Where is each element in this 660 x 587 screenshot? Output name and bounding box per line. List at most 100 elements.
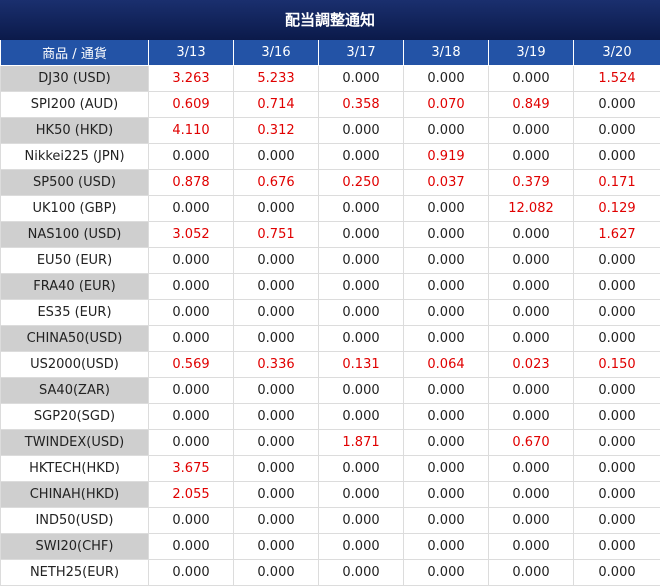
dividend-value: 0.000	[403, 195, 489, 222]
dividend-value: 0.131	[318, 351, 404, 378]
dividend-value: 0.000	[403, 403, 489, 430]
dividend-value: 0.000	[488, 221, 574, 248]
dividend-value: 0.000	[318, 273, 404, 300]
dividend-value: 0.000	[573, 91, 660, 118]
dividend-value: 0.000	[318, 455, 404, 482]
dividend-value: 0.000	[318, 377, 404, 404]
dividend-value: 0.023	[488, 351, 574, 378]
dividend-value: 0.064	[403, 351, 489, 378]
dividend-value: 0.171	[573, 169, 660, 196]
dividend-value: 0.000	[488, 559, 574, 586]
title-bar: 配当調整通知	[0, 0, 660, 40]
dividend-value: 0.336	[233, 351, 319, 378]
dividend-value: 0.000	[573, 533, 660, 560]
dividend-value: 0.000	[233, 143, 319, 170]
dividend-value: 0.000	[573, 455, 660, 482]
dividend-value: 0.000	[318, 221, 404, 248]
dividend-value: 0.000	[488, 533, 574, 560]
instrument-name: SGP20(SGD)	[0, 403, 149, 430]
dividend-value: 0.250	[318, 169, 404, 196]
instrument-name: NETH25(EUR)	[0, 559, 149, 586]
dividend-table: 商品 / 通貨 3/13 3/16 3/17 3/18 3/19 3/20 DJ30 (US…	[0, 40, 660, 586]
dividend-value: 0.000	[148, 559, 234, 586]
dividend-value: 0.000	[318, 325, 404, 352]
dividend-value: 0.000	[403, 117, 489, 144]
dividend-value: 0.000	[488, 325, 574, 352]
dividend-value: 0.000	[233, 247, 319, 274]
instrument-name: HKTECH(HKD)	[0, 455, 149, 482]
dividend-value: 0.000	[148, 195, 234, 222]
dividend-value: 0.070	[403, 91, 489, 118]
dividend-value: 0.000	[148, 325, 234, 352]
dividend-value: 0.000	[318, 481, 404, 508]
dividend-value: 0.000	[233, 273, 319, 300]
dividend-value: 0.000	[403, 299, 489, 326]
instrument-name: TWINDEX(USD)	[0, 429, 149, 456]
dividend-value: 4.110	[148, 117, 234, 144]
dividend-value: 0.000	[148, 507, 234, 534]
dividend-value: 3.052	[148, 221, 234, 248]
dividend-value: 0.751	[233, 221, 319, 248]
dividend-value: 0.000	[403, 559, 489, 586]
table-row: FRA40 (EUR) 0.000 0.000 0.000 0.000 0.000 0.00…	[0, 273, 660, 300]
dividend-value: 0.000	[318, 403, 404, 430]
dividend-value: 0.379	[488, 169, 574, 196]
instrument-name: CHINA50(USD)	[0, 325, 149, 352]
dividend-value: 3.675	[148, 455, 234, 482]
dividend-value: 0.000	[403, 221, 489, 248]
dividend-value: 0.000	[573, 325, 660, 352]
dividend-value: 0.000	[148, 299, 234, 326]
dividend-value: 0.000	[403, 65, 489, 92]
table-row: CHINA50(USD) 0.000 0.000 0.000 0.000 0.000 0.0…	[0, 325, 660, 352]
dividend-value: 0.000	[233, 325, 319, 352]
instrument-name: SWI20(CHF)	[0, 533, 149, 560]
table-row: ES35 (EUR) 0.000 0.000 0.000 0.000 0.000 0.000	[0, 299, 660, 326]
table-row: HK50 (HKD) 4.110 0.312 0.000 0.000 0.000 0.000	[0, 117, 660, 144]
dividend-value: 0.000	[318, 247, 404, 274]
dividend-value: 0.000	[488, 299, 574, 326]
dividend-value: 3.263	[148, 65, 234, 92]
table-row: IND50(USD) 0.000 0.000 0.000 0.000 0.000 0.000	[0, 507, 660, 534]
dividend-value: 0.000	[573, 481, 660, 508]
table-row: SP500 (USD) 0.878 0.676 0.250 0.037 0.379 0.17…	[0, 169, 660, 196]
dividend-value: 0.000	[233, 195, 319, 222]
header-cell: 商品 / 通貨	[0, 40, 149, 66]
dividend-value: 0.000	[233, 299, 319, 326]
dividend-value: 0.000	[488, 481, 574, 508]
dividend-value: 0.000	[573, 273, 660, 300]
dividend-value: 0.000	[488, 507, 574, 534]
header-cell: 3/20	[573, 40, 660, 66]
dividend-value: 0.000	[573, 559, 660, 586]
table-row: SGP20(SGD) 0.000 0.000 0.000 0.000 0.000 0.000	[0, 403, 660, 430]
instrument-name: Nikkei225 (JPN)	[0, 143, 149, 170]
dividend-value: 1.627	[573, 221, 660, 248]
dividend-value: 0.000	[233, 507, 319, 534]
header-cell: 3/13	[148, 40, 234, 66]
dividend-value: 0.312	[233, 117, 319, 144]
dividend-value: 0.000	[403, 273, 489, 300]
table-row: DJ30 (USD) 3.263 5.233 0.000 0.000 0.000 1.524	[0, 65, 660, 92]
header-cell: 3/16	[233, 40, 319, 66]
dividend-value: 0.676	[233, 169, 319, 196]
instrument-name: FRA40 (EUR)	[0, 273, 149, 300]
dividend-value: 0.000	[148, 143, 234, 170]
instrument-name: EU50 (EUR)	[0, 247, 149, 274]
dividend-value: 0.000	[573, 429, 660, 456]
table-row: EU50 (EUR) 0.000 0.000 0.000 0.000 0.000 0.000	[0, 247, 660, 274]
header-cell: 3/18	[403, 40, 489, 66]
dividend-value: 0.000	[233, 377, 319, 404]
table-row: US2000(USD) 0.569 0.336 0.131 0.064 0.023 0.15…	[0, 351, 660, 378]
dividend-value: 0.000	[403, 533, 489, 560]
instrument-name: SP500 (USD)	[0, 169, 149, 196]
dividend-value: 0.358	[318, 91, 404, 118]
dividend-value: 0.000	[403, 377, 489, 404]
dividend-value: 0.000	[573, 247, 660, 274]
dividend-value: 0.000	[573, 507, 660, 534]
dividend-value: 0.000	[403, 429, 489, 456]
dividend-value: 0.000	[233, 429, 319, 456]
dividend-value: 0.000	[318, 65, 404, 92]
dividend-value: 0.000	[148, 533, 234, 560]
dividend-value: 0.000	[233, 481, 319, 508]
header-cell: 3/17	[318, 40, 404, 66]
dividend-value: 0.000	[318, 559, 404, 586]
